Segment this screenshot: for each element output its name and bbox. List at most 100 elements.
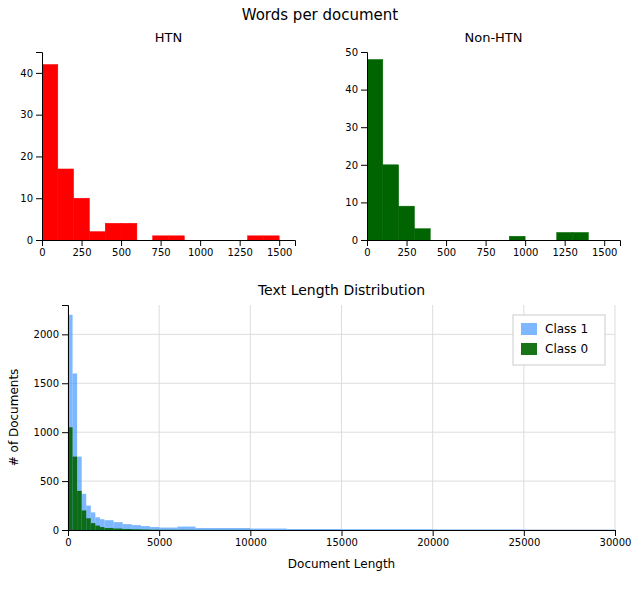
tick-label: 30 — [345, 122, 358, 133]
tick: 40 — [345, 84, 367, 95]
tick: 20 — [345, 160, 367, 171]
tick-mark — [524, 530, 525, 536]
grid-line — [432, 305, 433, 530]
bar — [214, 528, 250, 530]
tick-mark — [200, 240, 201, 246]
tick-label: 20000 — [417, 537, 449, 548]
bar — [86, 518, 91, 530]
bar — [82, 494, 87, 530]
legend-swatch — [521, 323, 537, 335]
tick: 1500 — [34, 378, 68, 389]
bar-series — [367, 60, 588, 240]
tick-mark — [407, 240, 408, 246]
bar — [141, 526, 150, 530]
tick-label: 1500 — [592, 247, 617, 258]
bar — [100, 527, 105, 530]
tick-mark — [604, 240, 605, 246]
tick-mark — [36, 115, 42, 116]
bar — [287, 530, 342, 531]
tick-mark — [361, 240, 367, 241]
figure: Words per document 0250500750100012501500… — [0, 0, 640, 602]
figure-title: Words per document — [242, 6, 399, 24]
bar — [150, 529, 159, 530]
axis-line — [43, 241, 296, 247]
tick-mark — [361, 202, 367, 203]
y-axis: 0500100015002000 — [34, 306, 69, 536]
bar — [414, 229, 430, 240]
tick: 30 — [345, 122, 367, 133]
tick-mark — [240, 240, 241, 246]
legend: Class 1Class 0 — [513, 315, 605, 365]
tick-mark — [62, 481, 68, 482]
bar — [541, 240, 557, 241]
tick-label: 0 — [364, 247, 370, 258]
tick-mark — [615, 530, 616, 536]
chart: 025050075010001250150001020304050Non-HTN — [345, 30, 620, 258]
tick: 1000 — [513, 240, 538, 258]
tick-label: 50 — [345, 47, 358, 58]
bar — [524, 529, 615, 530]
bar — [177, 529, 195, 530]
tick: 15000 — [326, 530, 358, 548]
tick: 30000 — [600, 530, 632, 548]
tick-mark — [36, 198, 42, 199]
tick: 10 — [20, 193, 42, 204]
bar — [433, 529, 524, 530]
tick-mark — [121, 240, 122, 246]
bar — [367, 60, 383, 240]
bar — [525, 240, 541, 241]
tick: 30 — [20, 109, 42, 120]
grid-line — [159, 305, 160, 530]
legend-box — [513, 315, 605, 365]
tick-label: 10 — [20, 193, 33, 204]
bars — [42, 65, 279, 240]
chart: 0500010000150002000025000300000500100015… — [7, 282, 631, 571]
tick: 40 — [20, 68, 42, 79]
bar — [342, 529, 433, 530]
bar — [153, 236, 169, 240]
tick: 10000 — [235, 530, 267, 548]
bar — [250, 530, 286, 531]
tick-mark — [62, 334, 68, 335]
tick-mark — [361, 165, 367, 166]
legend-label: Class 0 — [545, 342, 588, 356]
x-axis: 0250500750100012501500 — [39, 240, 295, 258]
bar-series — [68, 427, 250, 530]
tick-label: 0 — [27, 235, 33, 246]
tick-label: 5000 — [147, 537, 172, 548]
tick-mark — [486, 240, 487, 246]
tick: 0 — [352, 235, 367, 246]
tick-label: 750 — [477, 247, 496, 258]
grid — [68, 305, 615, 530]
bar — [105, 223, 121, 240]
bar — [104, 528, 113, 530]
tick-label: 1500 — [34, 378, 59, 389]
tick: 10 — [345, 197, 367, 208]
x-axis-label: Document Length — [288, 557, 395, 571]
bar — [184, 240, 200, 241]
tick: 1000 — [188, 240, 213, 258]
bars — [68, 315, 615, 530]
tick: 25000 — [508, 530, 540, 548]
chart-title: Text Length Distribution — [257, 282, 425, 298]
bar — [509, 236, 525, 240]
bar — [557, 232, 573, 240]
tick-label: 20 — [20, 151, 33, 162]
bar — [73, 457, 78, 530]
bar — [82, 510, 87, 530]
tick-label: 1000 — [34, 427, 59, 438]
bar — [433, 530, 524, 531]
bar — [141, 529, 150, 530]
tick-mark — [36, 73, 42, 74]
bar — [248, 236, 264, 240]
tick-mark — [82, 240, 83, 246]
bar — [89, 232, 105, 240]
tick-mark — [565, 240, 566, 246]
bar — [123, 524, 132, 530]
chart-title: HTN — [155, 30, 182, 45]
bar-series — [42, 65, 279, 240]
tick-label: 0 — [53, 525, 59, 536]
tick-mark — [279, 240, 280, 246]
bar — [196, 528, 214, 530]
x-axis: 0250500750100012501500 — [364, 240, 620, 258]
